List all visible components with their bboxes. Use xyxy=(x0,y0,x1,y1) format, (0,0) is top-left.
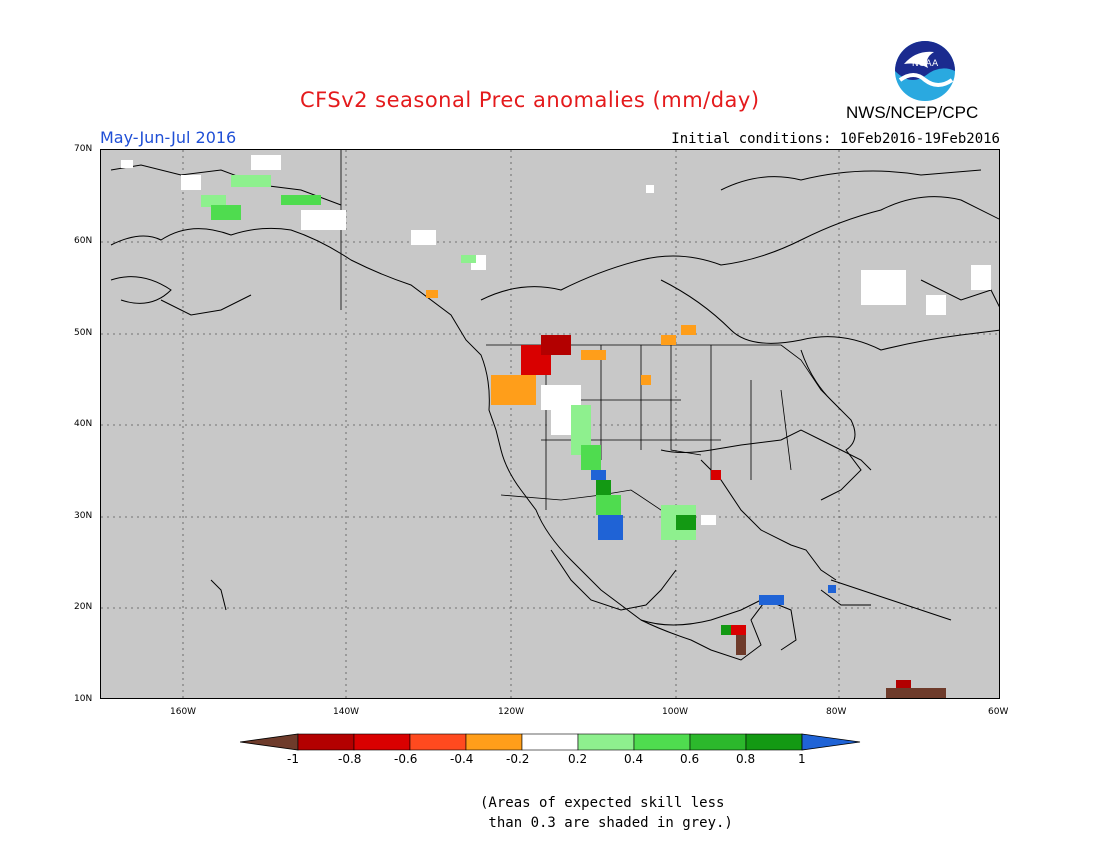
gridlines xyxy=(101,150,999,698)
lon-label-60w: 60W xyxy=(988,707,1009,717)
lat-label-70n: 70N xyxy=(74,144,93,154)
lat-label-10n: 10N xyxy=(74,694,93,704)
colorbar-label: -1 xyxy=(287,752,299,766)
skill-note-line-2: than 0.3 are shaded in grey.) xyxy=(480,815,733,831)
colorbar-label: -0.4 xyxy=(450,752,474,766)
colorbar-segment xyxy=(353,733,411,751)
colorbar-segment xyxy=(577,733,635,751)
colorbar xyxy=(239,733,862,755)
colorbar-segment xyxy=(633,733,691,751)
anomaly-cells xyxy=(121,155,991,698)
colorbar-label: 0.2 xyxy=(568,752,588,766)
period-label: May-Jun-Jul 2016 xyxy=(100,128,237,147)
colorbar-segment xyxy=(689,733,747,751)
lat-label-20n: 20N xyxy=(74,602,93,612)
lat-label-40n: 40N xyxy=(74,419,93,429)
colorbar-segment xyxy=(409,733,467,751)
colorbar-label: 0.6 xyxy=(680,752,700,766)
colorbar-arrow-high xyxy=(801,733,861,751)
colorbar-label: 0.8 xyxy=(736,752,756,766)
colorbar-label: -0.8 xyxy=(338,752,362,766)
coastlines xyxy=(110,164,999,661)
svg-text:NOAA: NOAA xyxy=(912,59,939,69)
colorbar-segment xyxy=(745,733,803,751)
lon-label-100w: 100W xyxy=(662,707,689,717)
lon-label-80w: 80W xyxy=(826,707,847,717)
skill-note: (Areas of expected skill less than 0.3 a… xyxy=(480,793,733,833)
lon-label-160w: 160W xyxy=(170,707,197,717)
map-title: CFSv2 seasonal Prec anomalies (mm/day) xyxy=(300,88,760,112)
colorbar-segment xyxy=(297,733,355,751)
precip-anomaly-map xyxy=(100,149,1000,699)
lat-label-50n: 50N xyxy=(74,328,93,338)
colorbar-segment xyxy=(465,733,523,751)
lon-label-120w: 120W xyxy=(498,707,525,717)
initial-conditions-label: Initial conditions: 10Feb2016-19Feb2016 xyxy=(671,131,1000,147)
colorbar-label: 0.4 xyxy=(624,752,644,766)
colorbar-segment xyxy=(521,733,579,751)
colorbar-arrow-low xyxy=(239,733,299,751)
lat-label-60n: 60N xyxy=(74,236,93,246)
org-label: NWS/NCEP/CPC xyxy=(846,103,979,122)
colorbar-label: -0.6 xyxy=(394,752,418,766)
colorbar-label: 1 xyxy=(798,752,806,766)
noaa-logo: NOAA xyxy=(894,40,956,102)
lat-label-30n: 30N xyxy=(74,511,93,521)
lon-label-140w: 140W xyxy=(333,707,360,717)
skill-note-line-1: (Areas of expected skill less xyxy=(480,795,725,811)
colorbar-label: -0.2 xyxy=(506,752,530,766)
